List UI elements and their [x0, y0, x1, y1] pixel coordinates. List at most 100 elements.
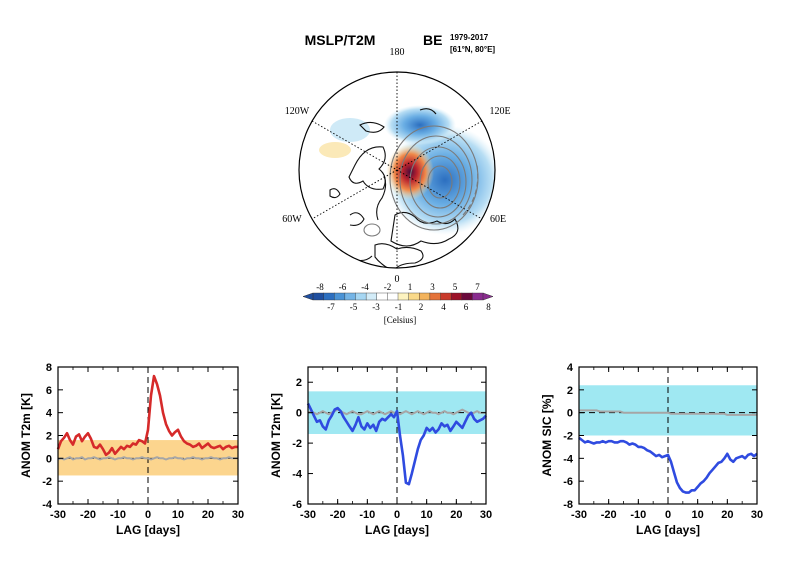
colorbar-cell: [376, 292, 388, 301]
colorbar-cell: [440, 292, 452, 301]
x-tick-label: 30: [232, 509, 244, 521]
colorbar-tick-bottom: 4: [441, 302, 446, 312]
colorbar-tick-top: -6: [339, 282, 347, 292]
colorbar-tick-bottom: -7: [327, 302, 335, 312]
lon-label-180: 180: [390, 47, 405, 58]
x-tick-label: 10: [692, 509, 704, 521]
colorbar-cell: [472, 292, 484, 301]
x-tick-label: 30: [751, 509, 763, 521]
x-tick-label: -30: [50, 509, 66, 521]
y-tick-label: 0: [46, 453, 52, 465]
colorbar-bottom-ticks: -7 -5 -3 -1 2 4 6 8: [327, 302, 491, 312]
colorbar: -8 -6 -4 -2 1 3 5 7 -7 -5 -3 -1 2 4 6 8 …: [302, 282, 494, 325]
y-tick-label: 0: [296, 408, 302, 420]
colorbar-cell: [312, 292, 325, 301]
colorbar-cell: [429, 292, 441, 301]
colorbar-tick-bottom: -3: [372, 302, 380, 312]
series-line: [306, 402, 487, 486]
y-tick-label: -4: [563, 453, 574, 465]
colorbar-cell: [387, 292, 399, 301]
y-axis-label: ANOM SIC [%]: [540, 395, 554, 477]
cold-anomaly-pacific: [330, 118, 370, 142]
y-tick-label: -2: [42, 476, 52, 488]
colorbar-cell: [344, 292, 356, 301]
colorbar-tick-bottom: -5: [350, 302, 358, 312]
x-tick-label: -10: [359, 509, 375, 521]
y-tick-label: -2: [563, 431, 573, 443]
colorbar-cell: [334, 292, 346, 301]
y-tick-label: 2: [296, 377, 302, 389]
colorbar-tick-bottom: 6: [464, 302, 469, 312]
y-tick-label: -6: [292, 499, 302, 511]
warm-anomaly-core: [386, 144, 434, 200]
cold-anomaly-north: [384, 105, 456, 145]
y-tick-label: 0: [567, 408, 573, 420]
x-tick-label: -10: [630, 509, 646, 521]
colorbar-tick-bottom: -1: [395, 302, 403, 312]
map-title-left: MSLP/T2M: [305, 32, 376, 48]
series-line: [578, 436, 758, 494]
colorbar-tick-top: 7: [475, 282, 480, 292]
y-tick-label: 4: [46, 408, 53, 420]
x-tick-label: 30: [480, 509, 492, 521]
y-tick-label: -4: [292, 469, 303, 481]
lon-label-60e: 60E: [490, 214, 506, 225]
x-axis-label: LAG [days]: [116, 523, 180, 537]
colorbar-arrow-left: [302, 292, 314, 301]
colorbar-unit: [Celsius]: [384, 315, 417, 325]
x-tick-label: 10: [172, 509, 184, 521]
y-tick-label: 6: [46, 385, 52, 397]
x-axis-label: LAG [days]: [365, 523, 429, 537]
colorbar-cell: [408, 292, 420, 301]
polar-map: MSLP/T2M BE 1979-2017 [61°N, 80°E]: [282, 32, 510, 285]
x-tick-label: -30: [300, 509, 316, 521]
y-tick-label: 4: [567, 362, 574, 374]
x-tick-label: 10: [421, 509, 433, 521]
colorbar-cell: [355, 292, 367, 301]
mslp-contours: [363, 125, 479, 237]
x-tick-label: 0: [145, 509, 151, 521]
map-years: 1979-2017: [450, 33, 489, 42]
colorbar-cell: [397, 292, 410, 301]
colorbar-cell: [419, 292, 431, 301]
map-title-right: BE: [423, 32, 442, 48]
x-tick-label: -30: [571, 509, 587, 521]
colorbar-cells: [302, 292, 494, 301]
x-axis-label: LAG [days]: [636, 523, 700, 537]
y-axis-label: ANOM T2m [K]: [19, 393, 33, 478]
colorbar-tick-top: 3: [430, 282, 435, 292]
colorbar-tick-bottom: 2: [419, 302, 424, 312]
y-tick-label: 2: [46, 431, 52, 443]
y-tick-label: -6: [563, 476, 573, 488]
lon-label-120e: 120E: [489, 106, 510, 117]
series-line: [56, 374, 238, 457]
map-border: [298, 71, 496, 269]
y-tick-label: -2: [292, 438, 302, 450]
series-line: [579, 409, 757, 416]
colorbar-tick-bottom: 8: [486, 302, 491, 312]
map-location: [61°N, 80°E]: [450, 45, 495, 54]
x-tick-label: -10: [110, 509, 126, 521]
x-tick-label: 0: [394, 509, 400, 521]
colorbar-tick-top: 1: [408, 282, 413, 292]
x-tick-label: 0: [665, 509, 671, 521]
series-line: [57, 456, 238, 461]
colorbar-cell: [323, 292, 335, 301]
colorbar-cell: [461, 292, 473, 301]
warm-anomaly-west: [319, 142, 351, 158]
lon-label-60w: 60W: [282, 214, 302, 225]
x-tick-label: 20: [450, 509, 462, 521]
lon-label-0: 0: [395, 274, 400, 285]
colorbar-tick-top: -4: [361, 282, 369, 292]
y-tick-label: -8: [563, 499, 573, 511]
colorbar-tick-top: -2: [384, 282, 392, 292]
coastlines: [329, 108, 459, 268]
graticule: [311, 72, 483, 268]
colorbar-tick-top: 5: [453, 282, 458, 292]
x-tick-label: -20: [601, 509, 617, 521]
colorbar-top-ticks: -8 -6 -4 -2 1 3 5 7: [316, 282, 480, 292]
